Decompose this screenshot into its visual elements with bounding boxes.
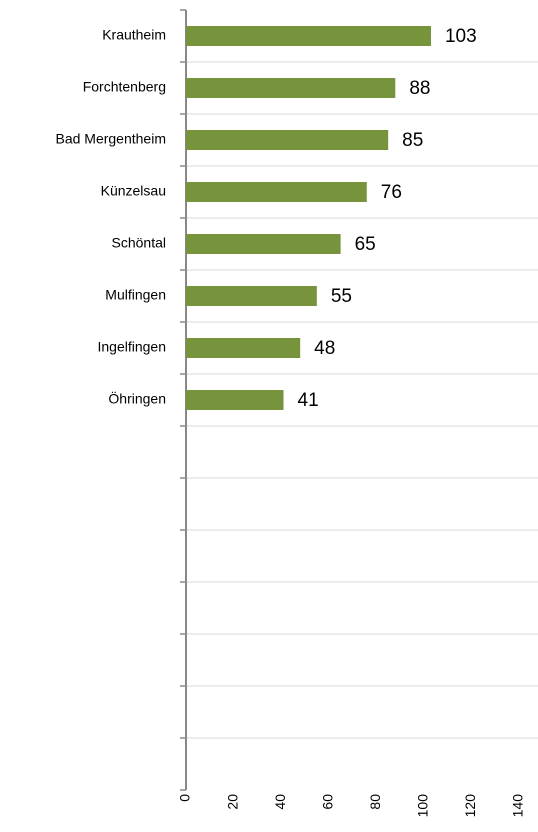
y-tick-label: Krautheim (102, 27, 166, 43)
value-label: 55 (331, 286, 352, 307)
value-label: 76 (381, 182, 402, 203)
y-tick-label: Forchtenberg (83, 79, 166, 95)
value-label: 103 (445, 26, 477, 47)
y-tick-label: Bad Mergentheim (55, 131, 166, 147)
bar (186, 78, 396, 98)
x-tick-label: 0 (177, 794, 193, 802)
value-label: 88 (409, 78, 430, 99)
x-tick-label: 120 (462, 794, 478, 818)
x-tick-label: 140 (510, 794, 526, 818)
bar (186, 26, 431, 46)
y-tick-label: Ingelfingen (97, 339, 166, 355)
bar (186, 286, 317, 306)
bar (186, 130, 389, 150)
x-tick-label: 80 (367, 794, 383, 810)
y-tick-label: Künzelsau (101, 183, 166, 199)
bar (186, 390, 284, 410)
value-label: 41 (298, 390, 319, 411)
x-tick-label: 60 (319, 794, 335, 810)
y-tick-label: Schöntal (112, 235, 166, 251)
bar (186, 338, 301, 358)
x-tick-label: 100 (415, 794, 431, 818)
value-label: 65 (355, 234, 376, 255)
bar (186, 234, 341, 254)
x-tick-label: 20 (224, 794, 240, 810)
value-label: 48 (314, 338, 335, 359)
x-tick-label: 40 (272, 794, 288, 810)
y-tick-label: Öhringen (108, 390, 166, 407)
bar (186, 182, 367, 202)
value-label: 85 (402, 130, 423, 151)
y-tick-label: Mulfingen (105, 287, 166, 303)
